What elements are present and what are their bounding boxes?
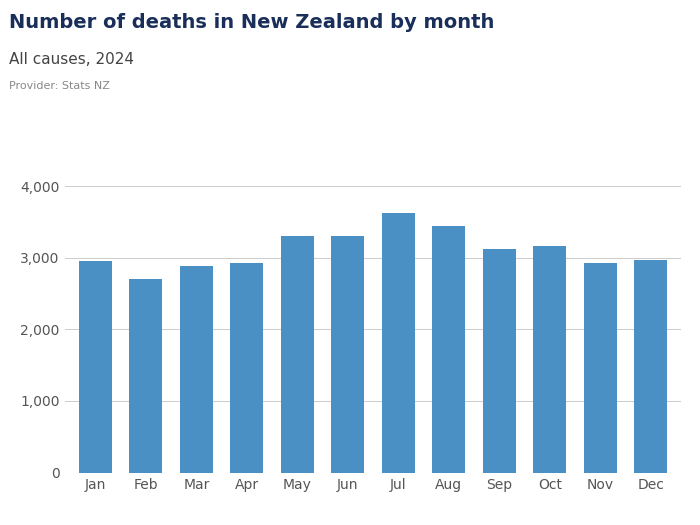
Text: Provider: Stats NZ: Provider: Stats NZ [9, 81, 110, 91]
Bar [433, 226, 466, 472]
Bar [79, 261, 112, 472]
Text: All causes, 2024: All causes, 2024 [9, 52, 134, 68]
Bar [281, 236, 314, 472]
Text: Number of deaths in New Zealand by month: Number of deaths in New Zealand by month [9, 13, 494, 32]
Bar [230, 264, 263, 472]
Bar [180, 266, 213, 472]
Bar [634, 260, 667, 472]
Bar [533, 246, 566, 472]
Bar [130, 279, 162, 472]
Text: figure.nz: figure.nz [583, 13, 667, 29]
Bar [584, 262, 617, 472]
Bar [331, 236, 364, 472]
Bar [382, 213, 415, 472]
Bar [483, 249, 516, 472]
